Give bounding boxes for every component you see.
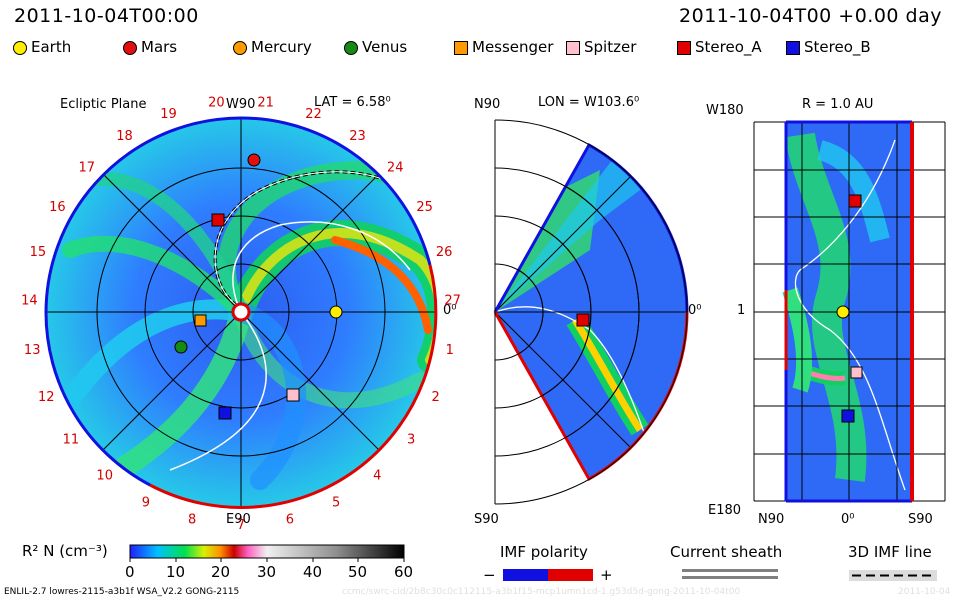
ecliptic-top-label: W90 [226,97,256,112]
sphere-plot [753,120,946,503]
messenger-marker-icon [454,41,468,55]
colorbar-tick: 30 [257,563,277,581]
stereo-a-icon [211,213,225,227]
venus-marker-icon [344,41,358,55]
sphere-bottom-left: E180 [708,503,742,518]
legend-messenger: Messenger [472,38,554,56]
earth-icon [329,305,343,319]
legend-venus: Venus [362,38,408,56]
sphere-top-left: W180 [706,103,744,118]
carrington-number: 9 [142,496,150,511]
sphere-stereo-a-icon [848,194,862,208]
ecliptic-title: Ecliptic Plane [60,97,147,112]
legend-mercury: Mercury [251,38,312,56]
sphere-bottom-n90: N90 [758,512,785,527]
sphere-stereo-b-icon [841,409,855,423]
earth-marker-icon [13,41,27,55]
imf-negative-swatch [503,569,548,581]
meridional-stereo-a-icon [576,313,590,327]
carrington-number: 1 [446,343,454,358]
carrington-number: 20 [208,95,225,110]
carrington-number: 13 [24,343,41,358]
carrington-number: 16 [49,200,66,215]
ecliptic-bottom-label: E90 [226,512,251,527]
carrington-number: 18 [116,129,133,144]
carrington-number: 5 [332,496,340,511]
ecliptic-right-label: 0⁰ [443,303,457,318]
run-watermark: ccmc/swrc-cid/2b8c30c0c112115-a3b1f15-mc… [342,587,741,597]
messenger-icon [194,314,207,327]
legend-earth: Earth [31,38,72,56]
colorbar-tick: 0 [125,563,135,581]
date-left: 2011-10-04T00:00 [14,5,199,27]
carrington-number: 2 [432,390,440,405]
carrington-number: 8 [188,512,196,527]
venus-icon [174,340,188,354]
imf-plus-label: + [600,566,613,584]
colorbar-tick: 20 [211,563,231,581]
ecliptic-boundary-positive [149,264,438,509]
mercury-marker-icon [233,41,247,55]
date-right: 2011-10-04T00 +0.00 day [679,5,942,27]
carrington-number: 22 [305,107,322,122]
imf-line-label: 3D IMF line [848,543,932,561]
density-colorbar [129,544,405,559]
ecliptic-lat: LAT = 6.58⁰ [314,95,391,110]
sphere-spitzer-icon [850,366,863,379]
carrington-number: 23 [349,129,366,144]
colorbar-tick: 10 [166,563,186,581]
carrington-number: 7 [237,518,245,533]
meridional-title: LON = W103.6⁰ [538,95,640,110]
imf-positive-swatch [548,569,593,581]
carrington-number: 24 [387,161,404,176]
stereo-a-marker-icon [677,41,691,55]
carrington-number: 21 [257,95,274,110]
sphere-bottom-zero: 0⁰ [841,512,855,527]
stereo-b-marker-icon [786,41,800,55]
colorbar-tick: 60 [394,563,414,581]
carrington-number: 26 [436,245,453,260]
stereo-b-icon [218,406,232,420]
sphere-mid-left: 1 [737,303,746,318]
current-sheath-swatch [682,576,778,579]
carrington-number: 14 [21,294,38,309]
spitzer-marker-icon [566,41,580,55]
sphere-bottom-s90: S90 [908,512,933,527]
sun-icon [231,302,251,322]
meridional-bottom-label: S90 [474,512,499,527]
carrington-number: 12 [38,390,55,405]
meridional-right-label: 0⁰ [688,303,702,318]
sphere-earth-icon [836,305,850,319]
colorbar-label: R² N (cm⁻³) [22,542,108,560]
carrington-number: 3 [407,433,415,448]
carrington-number: 10 [96,468,113,483]
mars-icon [247,153,261,167]
spitzer-icon [286,388,300,402]
carrington-number: 4 [373,468,381,483]
run-watermark-date: 2011-10-04 [898,587,951,597]
carrington-number: 17 [79,161,96,176]
carrington-number: 19 [160,107,177,122]
colorbar-tick: 40 [303,563,323,581]
legend-stereo-b: Stereo_B [804,38,871,56]
mars-marker-icon [123,41,137,55]
ecliptic-boundary-negative [44,116,432,313]
colorbar-tick: 50 [348,563,368,581]
legend-stereo-a: Stereo_A [695,38,762,56]
current-sheath-label: Current sheath [670,543,783,561]
sphere-title: R = 1.0 AU [802,97,874,112]
imf-minus-label: − [483,566,496,584]
legend-spitzer: Spitzer [584,38,637,56]
legend-mars: Mars [141,38,178,56]
imf-polarity-label: IMF polarity [500,543,588,561]
carrington-number: 6 [286,512,294,527]
carrington-number: 27 [444,294,461,309]
carrington-number: 11 [63,433,80,448]
meridional-top-label: N90 [474,97,501,112]
model-info: ENLIL-2.7 lowres-2115-a3b1f WSA_V2.2 GON… [4,587,240,597]
carrington-number: 15 [30,245,47,260]
carrington-number: 25 [416,200,433,215]
